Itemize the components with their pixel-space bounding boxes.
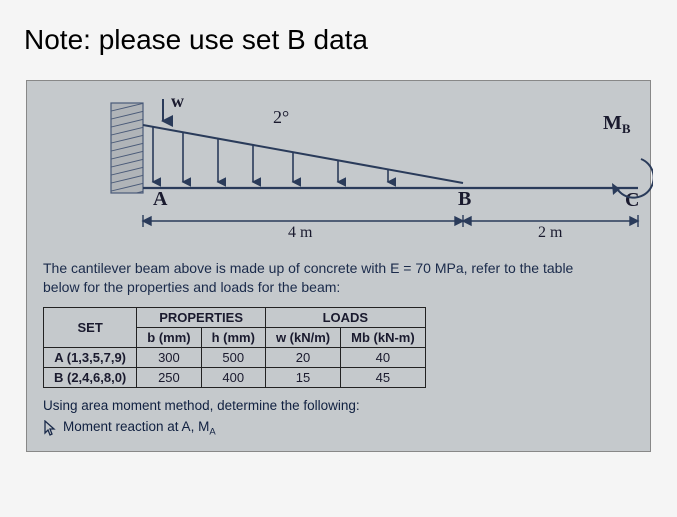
page-title: Note: please use set B data bbox=[24, 24, 653, 56]
properties-table: SET PROPERTIES LOADS b (mm) h (mm) w (kN… bbox=[43, 307, 426, 388]
instruction-text: Using area moment method, determine the … bbox=[43, 398, 634, 413]
th-w: w (kN/m) bbox=[265, 327, 340, 347]
svg-text:2°: 2° bbox=[273, 107, 289, 127]
svg-text:B: B bbox=[458, 188, 471, 210]
task-item: Moment reaction at A, MA bbox=[43, 419, 634, 438]
table-row: A (1,3,5,7,9) 300 500 20 40 bbox=[44, 347, 426, 367]
cell-w: 20 bbox=[265, 347, 340, 367]
cell-mb: 45 bbox=[341, 367, 426, 387]
cell-h: 500 bbox=[201, 347, 265, 367]
svg-text:MB: MB bbox=[603, 112, 631, 136]
task-text: Moment reaction at A, MA bbox=[63, 419, 216, 438]
cell-b: 300 bbox=[137, 347, 201, 367]
svg-text:C: C bbox=[625, 189, 639, 211]
desc-line-1: The cantilever beam above is made up of … bbox=[43, 260, 573, 276]
cell-b: 250 bbox=[137, 367, 201, 387]
svg-text:4 m: 4 m bbox=[288, 224, 313, 241]
table-row: B (2,4,6,8,0) 250 400 15 45 bbox=[44, 367, 426, 387]
cursor-icon bbox=[43, 420, 57, 436]
problem-description: The cantilever beam above is made up of … bbox=[43, 259, 634, 297]
th-properties: PROPERTIES bbox=[137, 307, 266, 327]
cell-mb: 40 bbox=[341, 347, 426, 367]
cell-w: 15 bbox=[265, 367, 340, 387]
svg-text:w: w bbox=[171, 91, 184, 111]
table-header-row-1: SET PROPERTIES LOADS bbox=[44, 307, 426, 327]
cell-set: A (1,3,5,7,9) bbox=[44, 347, 137, 367]
svg-text:A: A bbox=[153, 188, 168, 210]
svg-text:2 m: 2 m bbox=[538, 224, 563, 241]
th-h: h (mm) bbox=[201, 327, 265, 347]
problem-panel: 2° w A B C MB bbox=[26, 80, 651, 452]
cell-h: 400 bbox=[201, 367, 265, 387]
desc-line-2: below for the properties and loads for t… bbox=[43, 279, 340, 295]
th-set: SET bbox=[44, 307, 137, 347]
beam-diagram: 2° w A B C MB bbox=[43, 91, 634, 255]
cell-set: B (2,4,6,8,0) bbox=[44, 367, 137, 387]
th-loads: LOADS bbox=[265, 307, 425, 327]
th-b: b (mm) bbox=[137, 327, 201, 347]
th-mb: Mb (kN-m) bbox=[341, 327, 426, 347]
